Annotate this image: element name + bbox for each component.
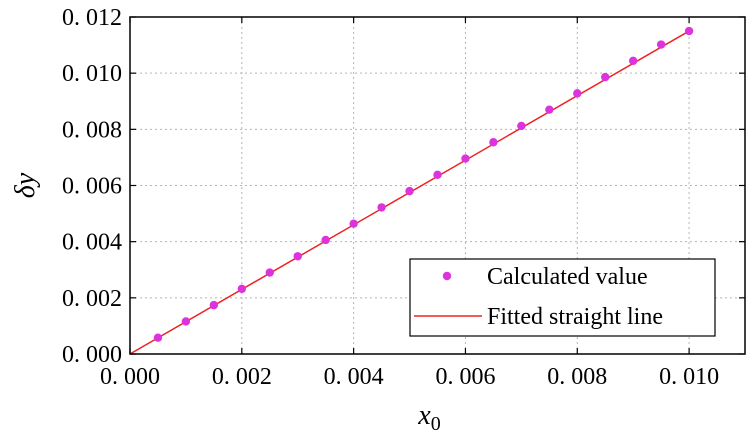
scatter-point (349, 219, 358, 228)
x-tick-label: 0. 002 (212, 364, 272, 390)
scatter-point (377, 203, 386, 212)
y-tick-label: 0. 000 (62, 342, 122, 368)
x-tick-label: 0. 006 (435, 364, 495, 390)
x-axis-ticks: 0. 000 0. 002 0. 004 0. 006 0. 008 0. 010 (100, 17, 719, 390)
scatter-point (237, 284, 247, 294)
scatter-point (265, 268, 274, 277)
scatter-point (405, 186, 414, 196)
y-tick-label: 0. 002 (62, 286, 122, 312)
scatter-point (321, 235, 330, 245)
x-tick-label: 0. 008 (547, 364, 607, 390)
x-axis-label: x0 (417, 400, 440, 435)
legend: Calculated value Fitted straight line (409, 258, 716, 337)
y-tick-label: 0. 012 (62, 5, 122, 31)
scatter-point (293, 252, 302, 261)
legend-marker-calculated-value (442, 271, 452, 281)
x-tick-label: 0. 000 (100, 364, 160, 390)
scatter-point (433, 170, 442, 180)
y-axis-label: δy (10, 172, 41, 198)
y-tick-label: 0. 010 (62, 61, 122, 87)
y-axis-ticks: 0. 000 0. 002 0. 004 0. 006 0. 008 0. 010 0. 0… (62, 5, 745, 368)
x-tick-label: 0. 010 (659, 364, 719, 390)
scatter-point (628, 56, 638, 66)
scatter-point (489, 138, 498, 147)
y-tick-label: 0. 004 (62, 230, 122, 256)
scatter-point (684, 26, 694, 36)
scatter-point (461, 154, 470, 163)
legend-label-calculated-value: Calculated value (487, 264, 648, 290)
scatter-point (573, 89, 582, 98)
y-tick-label: 0. 006 (62, 174, 122, 200)
scatter-point (656, 40, 666, 49)
scatter-point (181, 317, 191, 326)
scatter-point (517, 121, 526, 131)
x-axis-label-subscript: 0 (431, 413, 441, 435)
scatter-point (601, 72, 610, 82)
scatter-point (545, 105, 554, 114)
y-tick-label: 0. 008 (62, 117, 122, 143)
calculated-value-series (153, 26, 694, 342)
legend-box (409, 258, 716, 337)
scatter-point (153, 333, 163, 342)
x-axis-label-main: x (417, 400, 431, 431)
x-tick-label: 0. 004 (324, 364, 384, 390)
legend-label-fitted-line: Fitted straight line (487, 304, 663, 330)
scatter-point (209, 300, 219, 310)
